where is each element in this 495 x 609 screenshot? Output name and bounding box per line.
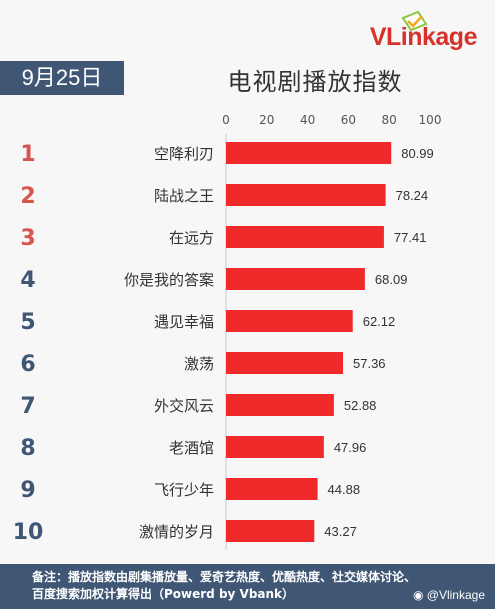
rank-number: 5 xyxy=(20,310,35,335)
bar xyxy=(226,310,353,332)
category-label: 陆战之王 xyxy=(154,187,214,205)
date-label: 9月25日 xyxy=(0,61,124,95)
category-label: 空降利刃 xyxy=(154,145,214,163)
logo-text-v: V xyxy=(369,23,387,51)
rank-number: 1 xyxy=(20,142,35,167)
x-tick-label: 20 xyxy=(259,113,274,127)
bar-value-label: 52.88 xyxy=(344,398,377,413)
bar xyxy=(226,184,386,206)
x-tick-label: 0 xyxy=(222,113,230,127)
category-label: 遇见幸福 xyxy=(154,313,214,331)
x-tick-label: 40 xyxy=(300,113,315,127)
bar-value-label: 57.36 xyxy=(353,356,386,371)
bar xyxy=(226,142,392,164)
rank-number: 3 xyxy=(20,226,35,251)
bar-chart: 0 20 40 60 80 100 1 空降利刃 80.99 2 陆战之王 78.24 3 在远方 77.4… xyxy=(13,113,442,550)
bar xyxy=(226,268,365,290)
rank-number: 2 xyxy=(20,184,35,209)
rank-number: 6 xyxy=(20,352,35,377)
watermark-text: @Vlinkage xyxy=(426,588,485,602)
bar xyxy=(226,352,344,374)
bar xyxy=(226,226,384,248)
bar-value-label: 62.12 xyxy=(363,314,396,329)
category-label: 飞行少年 xyxy=(154,481,214,499)
logo-text-rest: Linkage xyxy=(386,23,477,51)
rank-number: 9 xyxy=(20,478,35,503)
footer-note-line-2: 百度搜索加权计算得出（Powerd by Vbank） xyxy=(32,587,295,601)
bar-value-label: 44.88 xyxy=(328,482,361,497)
vlinkage-logo: VLinkage xyxy=(369,10,477,52)
watermark: ◉ @Vlinkage xyxy=(413,588,485,602)
category-label: 激情的岁月 xyxy=(139,523,214,541)
bar-value-label: 68.09 xyxy=(375,272,408,287)
category-label: 在远方 xyxy=(169,229,214,247)
rank-number: 7 xyxy=(20,394,35,419)
bar xyxy=(226,436,324,458)
rank-number: 8 xyxy=(20,436,35,461)
bar-value-label: 78.24 xyxy=(396,188,429,203)
category-label: 你是我的答案 xyxy=(124,271,214,289)
category-label: 老酒馆 xyxy=(169,439,214,457)
bar-value-label: 80.99 xyxy=(401,146,434,161)
weibo-icon: ◉ xyxy=(412,588,424,602)
bar-value-label: 43.27 xyxy=(324,524,357,539)
chart-title: 电视剧播放指数 xyxy=(227,68,403,96)
bar xyxy=(226,394,334,416)
bar xyxy=(226,520,315,542)
x-tick-label: 60 xyxy=(341,113,356,127)
x-tick-label: 80 xyxy=(382,113,397,127)
bar-value-label: 47.96 xyxy=(334,440,367,455)
footer-note-bar: 备注：播放指数由剧集播放量、爱奇艺热度、优酷热度、社交媒体讨论、 百度搜索加权计… xyxy=(0,564,495,609)
category-label: 外交风云 xyxy=(154,397,214,415)
category-label: 激荡 xyxy=(184,355,214,373)
x-tick-label: 100 xyxy=(419,113,442,127)
footer-note-line-1: 备注：播放指数由剧集播放量、爱奇艺热度、优酷热度、社交媒体讨论、 xyxy=(32,570,417,584)
rank-number: 10 xyxy=(13,520,44,545)
logo-mark-icon xyxy=(401,10,428,32)
bar xyxy=(226,478,318,500)
bar-value-label: 77.41 xyxy=(394,230,427,245)
rank-number: 4 xyxy=(20,268,35,293)
